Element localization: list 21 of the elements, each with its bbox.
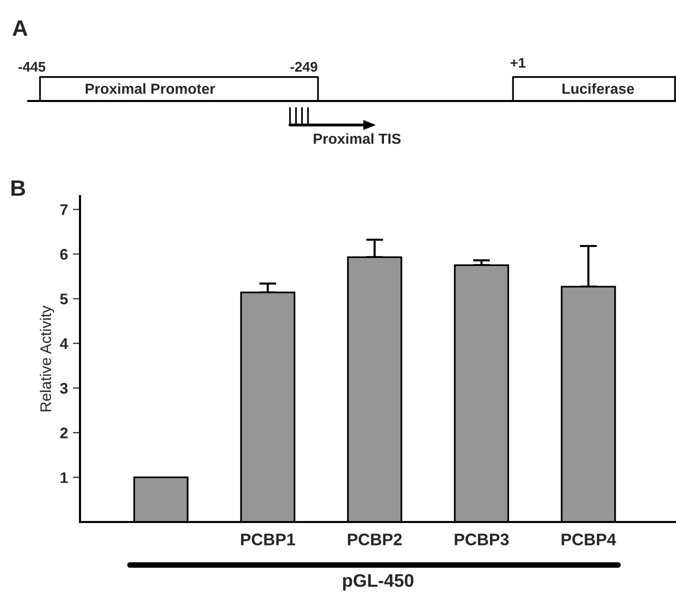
x-tick-label: PCBP4 [562,534,616,546]
x-axis-title: pGL-450 [343,574,414,590]
text: Luciferase [562,83,634,94]
text: A [12,20,28,36]
y-tick-label: 3 [60,382,68,394]
x-tick-label: PCBP2 [348,534,402,546]
y-tick-label: 1 [60,472,68,483]
y-axis-title: Relative Activity [40,306,54,412]
x-tick-label: PCBP3 [454,534,509,546]
text: Proximal TIS [314,133,401,144]
text: -249 [290,62,318,72]
y-tick-label: 6 [60,248,68,260]
text: Proximal Promoter [86,83,216,94]
y-tick-label: 4 [60,338,68,349]
text: +1 [510,58,526,68]
y-tick-label: 2 [60,428,68,438]
x-tick-label: PCBP1 [241,534,296,546]
text: B [11,180,26,196]
y-tick-label: 7 [60,204,68,215]
y-tick-label: 5 [60,294,68,304]
text: -445 [18,62,46,72]
